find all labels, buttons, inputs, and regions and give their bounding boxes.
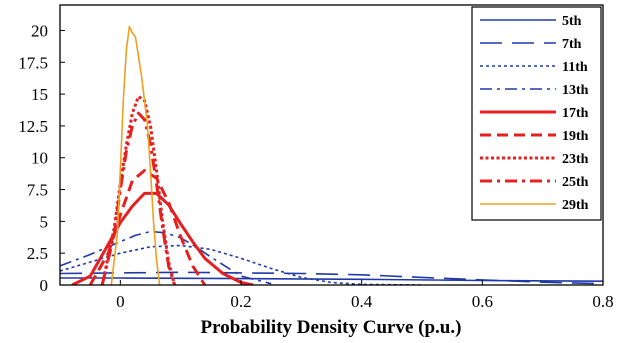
y-axis-ticks: 0 2.5 5 7.5 10 12.5 15 17.5 20 bbox=[18, 21, 65, 295]
legend-label-25th: 25th bbox=[562, 175, 589, 190]
legend-label-13th: 13th bbox=[562, 83, 589, 98]
legend-label-19th: 19th bbox=[562, 129, 589, 144]
legend-label-7th: 7th bbox=[562, 37, 582, 52]
series-line-11th bbox=[60, 244, 423, 285]
y-tick-label: 2.5 bbox=[27, 244, 48, 263]
series-line-5th bbox=[60, 277, 603, 282]
x-tick-label: 0.6 bbox=[472, 292, 493, 311]
plot-frame bbox=[59, 4, 604, 286]
legend: 5th 7th 11th 13th 17th 19th 23th 25th 29th bbox=[471, 6, 602, 221]
y-tick-label: 12.5 bbox=[18, 117, 48, 136]
y-tick-label: 20 bbox=[31, 21, 48, 40]
legend-label-29th: 29th bbox=[562, 198, 589, 213]
y-tick-label: 17.5 bbox=[18, 53, 48, 72]
legend-label-17th: 17th bbox=[562, 106, 589, 121]
legend-label-23th: 23th bbox=[562, 152, 589, 167]
series-layer bbox=[60, 25, 603, 285]
x-tick-label: 0.8 bbox=[592, 292, 613, 311]
x-axis-label: Probability Density Curve (p.u.) bbox=[201, 317, 462, 338]
y-tick-label: 10 bbox=[31, 149, 48, 168]
x-tick-label: 0.4 bbox=[351, 292, 373, 311]
y-tick-label: 0 bbox=[40, 276, 49, 295]
series-line-7th bbox=[60, 271, 603, 285]
legend-label-11th: 11th bbox=[562, 60, 588, 75]
series-line-25th bbox=[100, 111, 177, 285]
x-tick-label: 0 bbox=[116, 292, 125, 311]
x-axis-ticks: 0 0.2 0.4 0.6 0.8 bbox=[116, 280, 614, 311]
y-tick-label: 5 bbox=[40, 212, 49, 231]
y-tick-label: 15 bbox=[31, 85, 48, 104]
y-tick-label: 7.5 bbox=[27, 181, 48, 200]
legend-label-5th: 5th bbox=[562, 14, 582, 29]
series-line-29th bbox=[110, 25, 161, 285]
x-tick-label: 0.2 bbox=[230, 292, 251, 311]
